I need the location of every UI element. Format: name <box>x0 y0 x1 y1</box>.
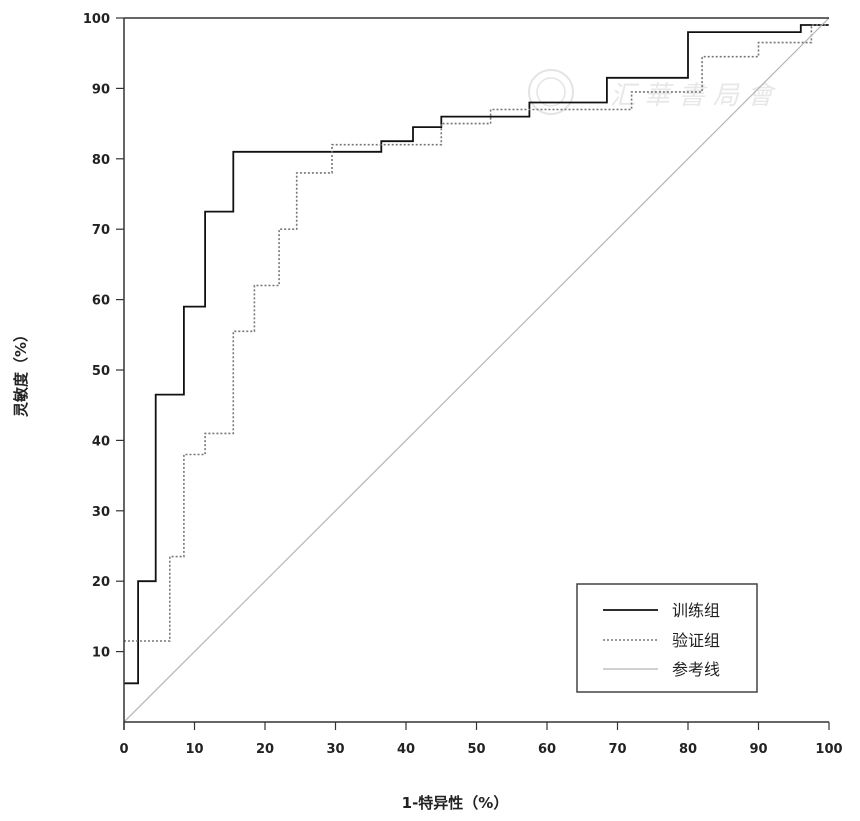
x-tick-label: 30 <box>326 742 344 757</box>
y-tick-label: 40 <box>92 434 110 449</box>
y-tick-label: 100 <box>83 12 110 27</box>
x-tick-label: 0 <box>119 742 128 757</box>
x-tick-label: 60 <box>538 742 556 757</box>
y-tick-label: 70 <box>92 223 110 238</box>
y-tick-label: 80 <box>92 153 110 168</box>
svg-text:汇 華 書 局 會: 汇 華 書 局 會 <box>610 81 777 111</box>
y-tick-label: 60 <box>92 294 110 309</box>
y-tick-label: 20 <box>92 575 110 590</box>
y-tick-label: 50 <box>92 364 110 379</box>
x-tick-label: 80 <box>679 742 697 757</box>
legend: 训练组 验证组 参考线 <box>576 583 758 693</box>
legend-label-reference: 参考线 <box>672 660 720 679</box>
y-tick-label: 10 <box>92 646 110 661</box>
series-line-validation <box>124 24 829 642</box>
watermark-logo: 汇 華 書 局 會 <box>528 69 777 115</box>
legend-label-validation: 验证组 <box>672 631 720 650</box>
x-tick-label: 50 <box>467 742 485 757</box>
x-tick-label: 100 <box>815 742 842 757</box>
x-tick-label: 70 <box>608 742 626 757</box>
y-tick-label: 90 <box>92 82 110 97</box>
legend-box <box>576 583 758 693</box>
x-tick-label: 40 <box>397 742 415 757</box>
series-line-training <box>124 24 829 685</box>
y-axis-title: 灵敏度（%） <box>12 327 30 417</box>
y-tick-label: 30 <box>92 505 110 520</box>
legend-label-training: 训练组 <box>672 601 720 620</box>
series-line-reference <box>123 17 830 723</box>
x-axis-title: 1-特异性（%） <box>402 794 509 812</box>
x-tick-label: 90 <box>749 742 767 757</box>
x-tick-label: 20 <box>256 742 274 757</box>
x-tick-label: 10 <box>185 742 203 757</box>
